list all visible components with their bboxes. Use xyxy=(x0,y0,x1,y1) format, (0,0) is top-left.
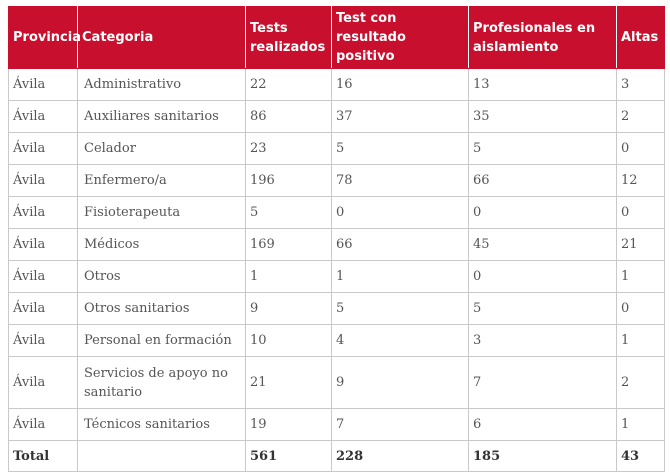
cell-altas: 2 xyxy=(616,356,665,409)
cell-altas: 2 xyxy=(616,100,665,133)
cell-tests: 1 xyxy=(245,260,332,293)
cell-aislamiento: 7 xyxy=(468,356,617,409)
cell-categoria: Otros xyxy=(77,260,246,293)
table-row: Ávila Técnicos sanitarios 19 7 6 1 xyxy=(8,408,665,441)
cell-categoria: Personal en formación xyxy=(77,324,246,357)
cell-positivo: 0 xyxy=(331,196,469,229)
cell-provincia: Ávila xyxy=(8,164,78,197)
header-test-positivo: Test con resultado positivo xyxy=(331,6,469,69)
table-row: Ávila Auxiliares sanitarios 86 37 35 2 xyxy=(8,100,665,133)
cell-aislamiento: 5 xyxy=(468,132,617,165)
cell-positivo: 7 xyxy=(331,408,469,441)
cell-positivo: 16 xyxy=(331,68,469,101)
cell-categoria: Técnicos sanitarios xyxy=(77,408,246,441)
table-row: Ávila Administrativo 22 16 13 3 xyxy=(8,68,665,101)
cell-aislamiento: 35 xyxy=(468,100,617,133)
cell-tests: 169 xyxy=(245,228,332,261)
cell-provincia: Ávila xyxy=(8,68,78,101)
cell-categoria: Servicios de apoyo no sanitario xyxy=(77,356,246,409)
covid-professionals-table: Provincia Categoria Tests realizados Tes… xyxy=(8,6,665,472)
cell-categoria: Otros sanitarios xyxy=(77,292,246,325)
table-row: Ávila Otros 1 1 0 1 xyxy=(8,260,665,293)
total-categoria xyxy=(77,440,246,472)
header-categoria: Categoria xyxy=(77,6,246,69)
cell-positivo: 37 xyxy=(331,100,469,133)
table-row: Ávila Otros sanitarios 9 5 5 0 xyxy=(8,292,665,325)
cell-tests: 19 xyxy=(245,408,332,441)
cell-tests: 196 xyxy=(245,164,332,197)
table-row: Ávila Fisioterapeuta 5 0 0 0 xyxy=(8,196,665,229)
cell-tests: 22 xyxy=(245,68,332,101)
cell-categoria: Médicos xyxy=(77,228,246,261)
cell-altas: 0 xyxy=(616,292,665,325)
cell-altas: 12 xyxy=(616,164,665,197)
cell-tests: 86 xyxy=(245,100,332,133)
cell-provincia: Ávila xyxy=(8,196,78,229)
table-row: Ávila Personal en formación 10 4 3 1 xyxy=(8,324,665,357)
cell-provincia: Ávila xyxy=(8,292,78,325)
cell-aislamiento: 6 xyxy=(468,408,617,441)
cell-altas: 0 xyxy=(616,196,665,229)
cell-aislamiento: 3 xyxy=(468,324,617,357)
cell-provincia: Ávila xyxy=(8,100,78,133)
cell-tests: 9 xyxy=(245,292,332,325)
cell-aislamiento: 45 xyxy=(468,228,617,261)
cell-tests: 23 xyxy=(245,132,332,165)
cell-aislamiento: 13 xyxy=(468,68,617,101)
cell-tests: 10 xyxy=(245,324,332,357)
header-altas: Altas xyxy=(616,6,665,69)
cell-categoria: Celador xyxy=(77,132,246,165)
cell-positivo: 5 xyxy=(331,292,469,325)
total-altas: 43 xyxy=(616,440,665,472)
header-profesionales-aislamiento: Profesionales en aislamiento xyxy=(468,6,617,69)
total-row: Total 561 228 185 43 xyxy=(8,440,665,472)
cell-aislamiento: 0 xyxy=(468,260,617,293)
cell-provincia: Ávila xyxy=(8,356,78,409)
table-row: Ávila Servicios de apoyo no sanitario 21… xyxy=(8,356,665,409)
cell-positivo: 66 xyxy=(331,228,469,261)
cell-positivo: 9 xyxy=(331,356,469,409)
header-provincia: Provincia xyxy=(8,6,81,69)
cell-positivo: 78 xyxy=(331,164,469,197)
cell-altas: 3 xyxy=(616,68,665,101)
header-row: Provincia Categoria Tests realizados Tes… xyxy=(8,6,665,69)
table-row: Ávila Médicos 169 66 45 21 xyxy=(8,228,665,261)
table-row: Ávila Enfermero/a 196 78 66 12 xyxy=(8,164,665,197)
cell-provincia: Ávila xyxy=(8,228,78,261)
cell-positivo: 5 xyxy=(331,132,469,165)
total-positivo: 228 xyxy=(331,440,469,472)
cell-positivo: 1 xyxy=(331,260,469,293)
table-header: Provincia Categoria Tests realizados Tes… xyxy=(8,6,665,69)
cell-altas: 1 xyxy=(616,324,665,357)
cell-altas: 0 xyxy=(616,132,665,165)
cell-provincia: Ávila xyxy=(8,132,78,165)
cell-categoria: Enfermero/a xyxy=(77,164,246,197)
cell-provincia: Ávila xyxy=(8,260,78,293)
total-aislamiento: 185 xyxy=(468,440,617,472)
cell-positivo: 4 xyxy=(331,324,469,357)
header-tests-realizados: Tests realizados xyxy=(245,6,332,69)
cell-aislamiento: 66 xyxy=(468,164,617,197)
cell-categoria: Fisioterapeuta xyxy=(77,196,246,229)
cell-aislamiento: 0 xyxy=(468,196,617,229)
cell-altas: 21 xyxy=(616,228,665,261)
total-tests: 561 xyxy=(245,440,332,472)
table-row: Ávila Celador 23 5 5 0 xyxy=(8,132,665,165)
cell-altas: 1 xyxy=(616,408,665,441)
cell-provincia: Ávila xyxy=(8,408,78,441)
cell-categoria: Auxiliares sanitarios xyxy=(77,100,246,133)
cell-provincia: Ávila xyxy=(8,324,78,357)
cell-tests: 21 xyxy=(245,356,332,409)
cell-categoria: Administrativo xyxy=(77,68,246,101)
cell-aislamiento: 5 xyxy=(468,292,617,325)
cell-altas: 1 xyxy=(616,260,665,293)
cell-tests: 5 xyxy=(245,196,332,229)
total-label: Total xyxy=(8,440,78,472)
table-body: Ávila Administrativo 22 16 13 3 Ávila Au… xyxy=(8,68,665,472)
